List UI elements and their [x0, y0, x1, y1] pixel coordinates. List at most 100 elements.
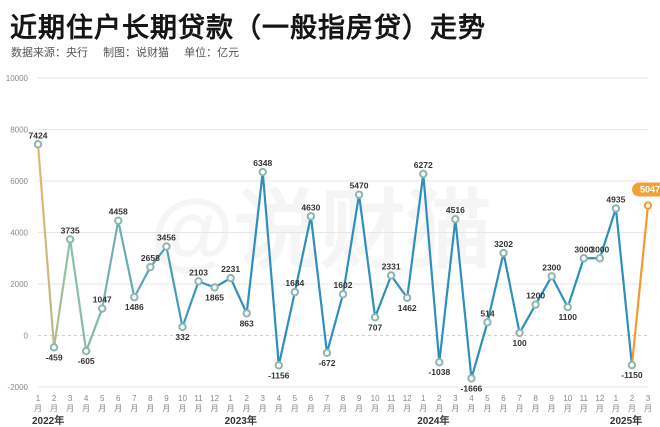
data-label: 1200 [526, 291, 545, 301]
data-label: 1486 [125, 302, 144, 312]
x-tick-label: 2 [52, 394, 57, 403]
x-tick-label: 7 [132, 394, 137, 403]
x-tick-suffix: 月 [82, 404, 90, 413]
data-label: 2231 [221, 264, 240, 274]
x-tick-label: 12 [403, 394, 412, 403]
data-point [322, 348, 332, 358]
data-point [178, 322, 187, 332]
x-tick-label: 10 [178, 394, 187, 403]
chart-subtitle: 数据来源：央行 制图：说财猫 单位：亿元 [11, 44, 251, 60]
data-label: 3456 [157, 233, 176, 243]
data-label: -1156 [268, 370, 290, 380]
data-point [114, 216, 123, 225]
source-text: 数据来源：央行 [11, 47, 88, 59]
x-tick-suffix: 月 [243, 404, 251, 413]
maker-text: 制图：说财猫 [103, 47, 170, 59]
x-tick-suffix: 月 [227, 404, 235, 413]
data-point [611, 204, 621, 213]
y-tick-label: -2000 [8, 383, 29, 392]
data-point [451, 215, 460, 224]
data-label: 4935 [606, 194, 625, 204]
x-tick-label: 1 [36, 394, 41, 403]
x-tick-label: 3 [646, 394, 651, 403]
y-tick-label: 6000 [10, 177, 28, 186]
x-tick-label: 8 [341, 394, 346, 403]
x-tick-label: 3 [68, 394, 73, 403]
x-tick-label: 11 [194, 394, 203, 403]
series-line-latest [630, 205, 650, 366]
data-label: 3000 [574, 244, 593, 254]
data-point [531, 300, 540, 309]
data-point [98, 304, 107, 313]
x-tick-suffix: 月 [435, 404, 443, 413]
x-tick-suffix: 月 [451, 404, 459, 413]
data-label: 332 [175, 332, 189, 342]
x-tick-label: 5 [100, 394, 105, 403]
data-point [547, 272, 556, 281]
unit-text: 单位：亿元 [184, 47, 240, 59]
data-label: 4458 [109, 207, 128, 217]
x-tick-suffix: 月 [114, 404, 122, 413]
data-point [65, 235, 75, 244]
x-tick-suffix: 月 [178, 404, 186, 413]
data-label: 6272 [414, 160, 433, 170]
x-tick-suffix: 月 [500, 404, 508, 413]
x-tick-suffix: 月 [467, 404, 475, 413]
x-tick-suffix: 月 [419, 404, 427, 413]
data-label: -1038 [428, 367, 450, 377]
x-tick-suffix: 月 [162, 404, 170, 413]
data-point [338, 290, 348, 299]
data-point [274, 361, 283, 370]
data-point [579, 254, 588, 263]
data-point [419, 169, 428, 179]
data-point [130, 293, 139, 302]
x-tick-suffix: 月 [564, 404, 572, 413]
x-tick-suffix: 月 [323, 404, 331, 413]
x-tick-suffix: 月 [34, 404, 42, 413]
y-tick-label: 10000 [6, 74, 29, 83]
x-year-label: 2024年 [417, 414, 449, 427]
y-tick-label: 0 [24, 332, 29, 341]
data-label: 4630 [301, 202, 320, 212]
data-label: 7424 [29, 130, 48, 140]
x-tick-label: 7 [325, 394, 330, 403]
data-label: 1865 [205, 292, 224, 302]
x-tick-suffix: 月 [403, 404, 411, 413]
chart-title: 近期住户长期贷款（一般指房贷）走势 [10, 13, 486, 43]
y-tick-label: 8000 [10, 126, 28, 135]
x-tick-suffix: 月 [596, 404, 604, 413]
data-point [226, 273, 235, 283]
data-point [499, 248, 508, 258]
data-label: 100 [512, 338, 526, 348]
x-tick-label: 9 [549, 394, 554, 403]
x-tick-label: 3 [261, 394, 266, 403]
x-tick-suffix: 月 [339, 404, 347, 413]
x-tick-suffix: 月 [130, 404, 138, 413]
x-tick-label: 1 [421, 394, 426, 403]
data-label: 1100 [559, 312, 578, 322]
value-badge [632, 182, 660, 197]
x-tick-suffix: 月 [355, 404, 363, 413]
data-point [403, 293, 412, 303]
data-label: 1684 [285, 278, 304, 288]
x-tick-label: 4 [469, 394, 474, 403]
x-tick-label: 9 [357, 394, 362, 403]
x-tick-label: 2 [244, 394, 249, 403]
x-tick-label: 6 [116, 394, 121, 403]
data-label: -1666 [461, 383, 483, 393]
x-tick-suffix: 月 [211, 404, 219, 413]
x-tick-label: 4 [84, 394, 89, 403]
series-line [36, 144, 634, 380]
x-tick-label: 5 [293, 394, 298, 403]
x-tick-label: 12 [595, 394, 604, 403]
x-tick-label: 8 [533, 394, 538, 403]
data-label: -605 [78, 356, 95, 366]
data-point [290, 287, 300, 297]
data-label: 1462 [398, 303, 417, 313]
x-year-label: 2023年 [225, 414, 257, 427]
data-label: 707 [368, 322, 382, 332]
x-tick-label: 11 [580, 394, 589, 403]
x-tick-suffix: 月 [612, 404, 620, 413]
data-label: -1150 [621, 370, 643, 380]
data-label: 2103 [189, 267, 208, 277]
